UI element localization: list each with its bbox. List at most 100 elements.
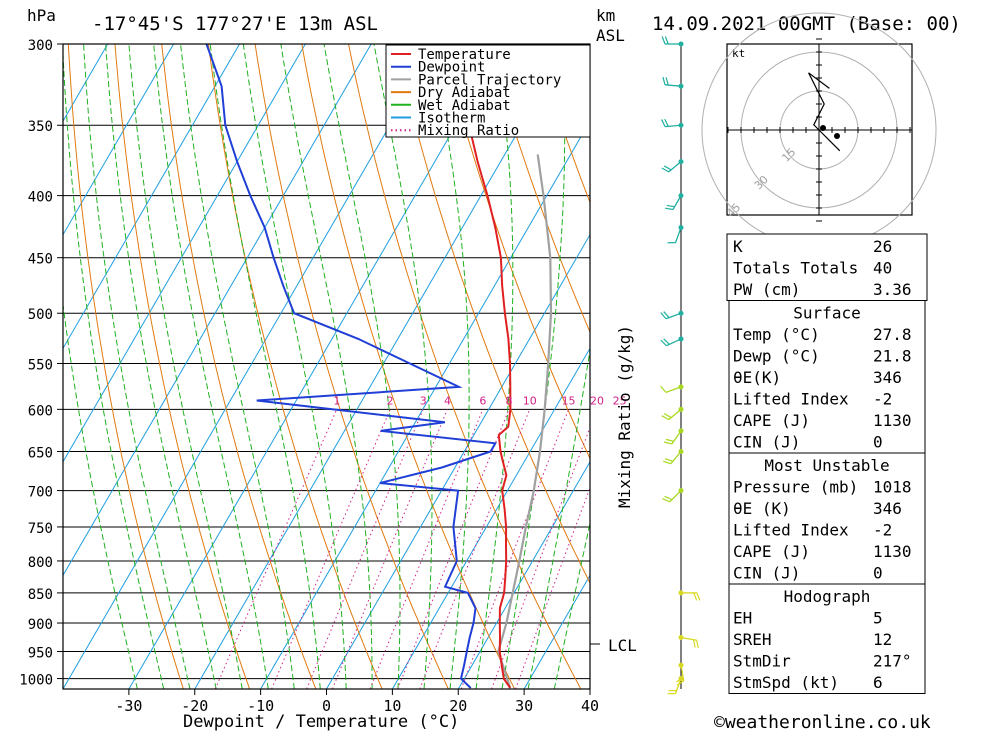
wet-adiabat — [153, 44, 269, 689]
wet-adiabat — [431, 44, 470, 689]
mixing-ratio-label: 6 — [479, 394, 486, 407]
stat-value: 21.8 — [873, 347, 912, 366]
mixing-ratio-label: 4 — [444, 394, 451, 407]
wind-barb-feather — [666, 204, 675, 208]
wind-barb-feather — [663, 165, 672, 171]
datetime-label: 14.09.2021 00GMT (Base: 00) — [652, 13, 961, 35]
stat-label: CAPE (J) — [733, 542, 810, 561]
isotherm — [391, 347, 590, 689]
mixing-ratio-label: 8 — [505, 394, 512, 407]
wind-barb-feather — [661, 415, 670, 421]
legend-label: Temperature — [418, 47, 511, 63]
isotherm — [457, 460, 590, 689]
dry-adiabat — [955, 44, 1000, 689]
stat-section-title: Hodograph — [784, 587, 871, 606]
temperature-tick-label: 0 — [322, 697, 331, 715]
legend-label: Mixing Ratio — [418, 123, 519, 139]
legend-label: Dry Adiabat — [418, 85, 511, 101]
pressure-tick-label: 800 — [28, 555, 53, 571]
pressure-tick-label: 400 — [28, 190, 53, 206]
pressure-tick-label: 1000 — [19, 673, 53, 689]
stat-value: 1130 — [873, 411, 912, 430]
dry-adiabat — [254, 44, 449, 689]
temperature-tick-label: 20 — [449, 697, 467, 715]
wind-barb-feather — [693, 639, 696, 648]
wind-barb-feather — [663, 413, 672, 419]
stats-table: K 26 Totals Totals 40 PW (cm) 3.36 Surface Temp… — [726, 233, 928, 694]
wind-barb-feather — [664, 118, 669, 127]
stat-label: CIN (J) — [733, 433, 800, 452]
wind-barb-feather — [663, 311, 670, 319]
wet-adiabat — [63, 44, 165, 689]
wind-barb-feather — [660, 385, 667, 393]
parcel-trajectory-line — [497, 154, 553, 689]
stat-value: 12 — [873, 630, 892, 649]
wind-barb-feather — [696, 592, 701, 601]
dry-adiabat — [348, 44, 582, 689]
stat-value: 3.36 — [873, 280, 912, 299]
stat-label: θE (K) — [733, 499, 791, 518]
pressure-tick-label: 450 — [28, 252, 53, 268]
copyright: ©weatheronline.co.uk — [714, 712, 931, 733]
wind-barb-feather — [696, 640, 699, 649]
stat-label: K — [733, 237, 743, 256]
stat-label: Lifted Index — [733, 521, 849, 540]
wind-barbs — [660, 36, 701, 695]
pressure-tick-label: 350 — [28, 119, 53, 135]
pressure-tick-label: 300 — [28, 38, 53, 54]
dewpoint-line — [205, 44, 497, 689]
isotherm — [63, 44, 175, 236]
wet-adiabat — [128, 44, 243, 689]
wind-barb-feather — [663, 338, 670, 345]
isotherm — [260, 120, 590, 689]
wet-adiabat — [83, 44, 191, 689]
mixing-ratio-axis-label: Mixing Ratio (g/kg) — [615, 325, 634, 508]
wind-barb-feather — [661, 36, 666, 45]
stat-section-title: Surface — [793, 304, 860, 323]
wind-barb-feather — [693, 592, 698, 601]
wind-barb-feather — [665, 458, 673, 462]
stat-label: Lifted Index — [733, 390, 849, 409]
wet-adiabat — [475, 44, 514, 689]
mixing-ratio-label: 10 — [523, 394, 537, 407]
lcl-label: LCL — [608, 636, 637, 655]
isotherm — [63, 44, 240, 350]
wet-adiabat — [242, 44, 347, 689]
stat-label: Pressure (mb) — [733, 478, 858, 497]
wet-adiabat — [63, 300, 138, 689]
sounding-curves — [205, 44, 553, 689]
mixing-ratio-label: 2 — [387, 394, 394, 407]
mixing-ratio-line — [306, 409, 424, 689]
isotherm — [194, 44, 570, 689]
temperature-line — [452, 44, 512, 689]
wind-barb — [665, 84, 682, 87]
mixing-ratio-line — [369, 409, 484, 689]
pressure-unit-label: hPa — [27, 6, 56, 25]
isotherm — [63, 44, 306, 463]
stat-value: 26 — [873, 237, 892, 256]
dry-adiabat — [301, 44, 516, 689]
stat-value: 217° — [873, 652, 912, 671]
plot-grid — [63, 44, 1000, 689]
stat-label: CAPE (J) — [733, 411, 810, 430]
wind-barb — [680, 636, 697, 641]
wet-adiabat — [527, 346, 590, 689]
wind-barb — [665, 386, 682, 393]
stat-value: -2 — [873, 521, 892, 540]
hodograph-storm-marker — [820, 125, 826, 131]
stat-value: 5 — [873, 609, 883, 628]
stat-value: 0 — [873, 433, 883, 452]
stat-value: 40 — [873, 259, 892, 278]
x-axis-label: Dewpoint / Temperature (°C) — [183, 712, 459, 732]
km-label: km — [596, 6, 615, 25]
wind-barb-feather — [663, 441, 672, 445]
mixing-ratio-line — [331, 409, 448, 689]
wind-barb — [674, 227, 682, 243]
hodograph-trace — [808, 72, 841, 152]
stat-value: 6 — [873, 673, 883, 692]
stat-value: 346 — [873, 499, 902, 518]
stat-value: 346 — [873, 368, 902, 387]
